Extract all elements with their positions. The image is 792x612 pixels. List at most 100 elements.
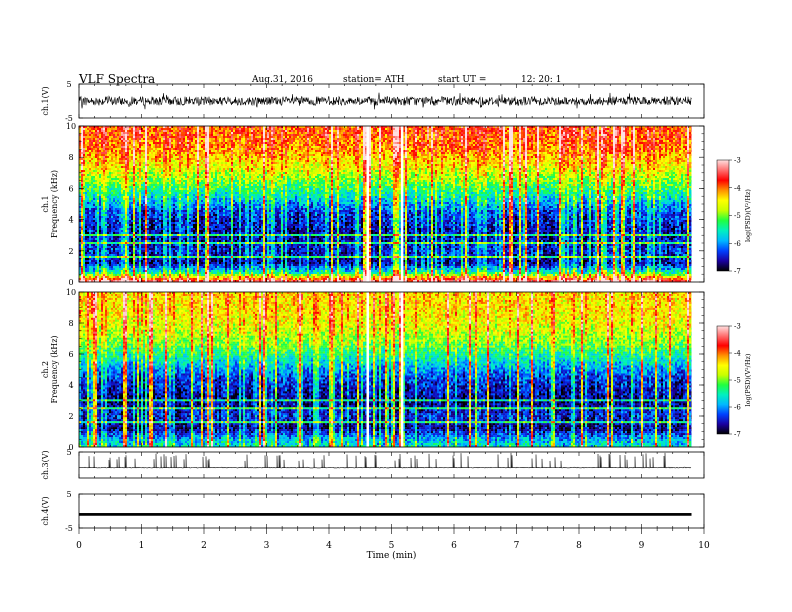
- spectrogram-cell: [309, 128, 311, 130]
- spectrogram-cell: [613, 132, 615, 134]
- spectrogram-cell: [211, 130, 213, 132]
- spectrogram-cell: [423, 134, 425, 136]
- spectrogram-cell: [605, 134, 607, 136]
- spectrogram-cell: [457, 134, 459, 136]
- spectrogram-cell: [549, 132, 551, 134]
- spectrogram-cell: [369, 128, 371, 130]
- spectrogram-cell: [567, 130, 569, 132]
- spectrogram-cell: [571, 136, 573, 138]
- spectrogram-cell: [539, 136, 541, 138]
- spectrogram-cell: [469, 132, 471, 134]
- spectrogram-cell: [161, 130, 163, 132]
- spectrogram-cell: [293, 132, 295, 134]
- spectrogram-cell: [337, 132, 339, 134]
- spectrogram-cell: [619, 132, 621, 134]
- spectrogram-cell: [283, 130, 285, 132]
- spectrogram-cell: [463, 132, 465, 134]
- spectrogram-cell: [461, 132, 463, 134]
- spectrogram-cell: [653, 136, 655, 138]
- spectrogram-cell: [513, 130, 515, 132]
- spectrogram-cell: [127, 136, 129, 138]
- spectrogram-cell: [273, 134, 275, 136]
- spectrogram-cell: [379, 134, 381, 136]
- spectrogram-cell: [297, 134, 299, 136]
- spectrogram-cell: [345, 128, 347, 130]
- spectrogram-cell: [295, 130, 297, 132]
- spectrogram-cell: [99, 128, 101, 130]
- spectrogram-cell: [553, 130, 555, 132]
- spectrogram-cell: [445, 132, 447, 134]
- spectrogram-cell: [299, 136, 301, 138]
- spectrogram-cell: [363, 134, 365, 136]
- spectrogram-cell: [265, 132, 267, 134]
- spectrogram-cell: [89, 132, 91, 134]
- spectrogram-cell: [393, 136, 395, 138]
- spectrogram-cell: [495, 130, 497, 132]
- spectrogram-cell: [493, 132, 495, 134]
- spectrogram-cell: [489, 136, 491, 138]
- spectrogram-cell: [631, 128, 633, 130]
- spectrogram-cell: [307, 134, 309, 136]
- spectrogram-cell: [303, 132, 305, 134]
- spectrogram-cell: [257, 128, 259, 130]
- spectrogram-cell: [311, 136, 313, 138]
- spectrogram-cell: [465, 128, 467, 130]
- spectrogram-cell: [215, 136, 217, 138]
- spectrogram-cell: [661, 130, 663, 132]
- spectrogram-cell: [527, 136, 529, 138]
- spectrogram-cell: [425, 134, 427, 136]
- spectrogram-cell: [399, 132, 401, 134]
- spectrogram-cell: [637, 130, 639, 132]
- spectrogram-cell: [535, 128, 537, 130]
- spectrogram-cell: [491, 134, 493, 136]
- spectrogram-cell: [625, 132, 627, 134]
- spectrogram-cell: [349, 134, 351, 136]
- spectrogram-cell: [485, 134, 487, 136]
- spectrogram-cell: [679, 128, 681, 130]
- spectrogram-cell: [577, 130, 579, 132]
- spectrogram-cell: [515, 136, 517, 138]
- spectrogram-cell: [565, 134, 567, 136]
- spectrogram-cell: [521, 134, 523, 136]
- spectrogram-cell: [119, 134, 121, 136]
- spectrogram-cell: [635, 134, 637, 136]
- spectrogram-cell: [393, 130, 395, 132]
- spectrogram-cell: [433, 130, 435, 132]
- spectrogram-cell: [169, 132, 171, 134]
- spectrogram-cell: [137, 134, 139, 136]
- spectrogram-cell: [215, 134, 217, 136]
- spectrogram-cell: [659, 128, 661, 130]
- spectrogram-cell: [553, 134, 555, 136]
- spectrogram-cell: [421, 134, 423, 136]
- spectrogram-cell: [123, 134, 125, 136]
- spectrogram-cell: [291, 132, 293, 134]
- spectrogram-cell: [119, 132, 121, 134]
- spectrogram-cell: [595, 128, 597, 130]
- spectrogram-cell: [417, 128, 419, 130]
- spectrogram-cell: [353, 130, 355, 132]
- spectrogram-cell: [139, 128, 141, 130]
- spectrogram-cell: [277, 130, 279, 132]
- spectrogram-cell: [169, 136, 171, 138]
- spectrogram-cell: [557, 136, 559, 138]
- spectrogram-cell: [89, 134, 91, 136]
- spectrogram-cell: [539, 130, 541, 132]
- spectrogram-cell: [173, 134, 175, 136]
- spectrogram-cell: [411, 132, 413, 134]
- spectrogram-cell: [111, 136, 113, 138]
- spectrogram-cell: [435, 136, 437, 138]
- spectrogram-cell: [507, 128, 509, 130]
- spectrogram-cell: [397, 128, 399, 130]
- spectrogram-cell: [655, 128, 657, 130]
- spectrogram-cell: [483, 132, 485, 134]
- spectrogram-cell: [581, 130, 583, 132]
- spectrogram-cell: [135, 128, 137, 130]
- spectrogram-cell: [235, 128, 237, 130]
- spectrogram-cell: [149, 136, 151, 138]
- spectrogram-cell: [93, 128, 95, 130]
- spectrogram-cell: [631, 136, 633, 138]
- spectrogram-cell: [607, 130, 609, 132]
- spectrogram-cell: [197, 132, 199, 134]
- spectrogram-cell: [159, 134, 161, 136]
- spectrogram-cell: [197, 136, 199, 138]
